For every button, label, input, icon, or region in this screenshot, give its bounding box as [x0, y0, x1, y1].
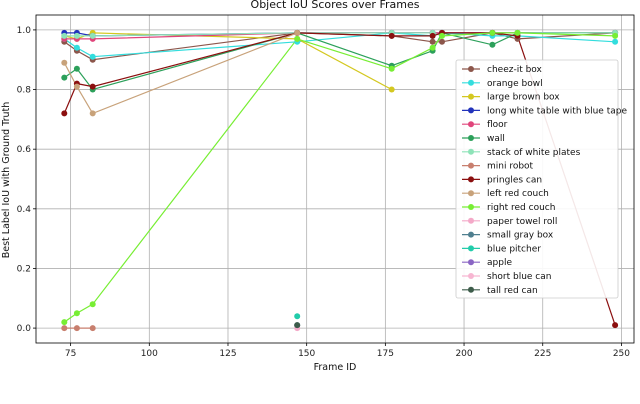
y-axis-label: Best Label IoU with Ground Truth [1, 102, 12, 259]
legend-swatch-marker [468, 286, 474, 293]
series-points [61, 29, 619, 332]
data-point [89, 325, 96, 332]
y-tick-label: 0.6 [17, 145, 32, 155]
legend-swatch-marker [468, 259, 474, 266]
x-axis-label: Frame ID [314, 362, 357, 373]
chart-title: Object IoU Scores over Frames [251, 0, 420, 11]
data-point [61, 74, 68, 81]
x-tick-label: 250 [613, 349, 630, 359]
legend-swatch-marker [468, 217, 474, 224]
legend-label: mini robot [487, 162, 534, 172]
data-point [89, 53, 96, 60]
y-tick-label: 0.8 [17, 86, 32, 96]
legend-label: blue pitcher [487, 244, 541, 254]
legend: cheez-it box orange bowl large brown box lo… [455, 59, 627, 299]
data-point [294, 29, 301, 36]
legend-label: stack of white plates [487, 148, 581, 158]
legend-swatch-marker [468, 273, 474, 279]
legend-swatch-marker [468, 231, 474, 238]
legend-label: floor [487, 120, 508, 130]
data-point [61, 110, 68, 117]
plot-area-frame [35, 14, 635, 344]
data-point [429, 38, 436, 45]
legend-swatch-marker [468, 93, 474, 100]
legend-swatch-marker [468, 176, 474, 183]
legend-label: orange bowl [487, 79, 543, 89]
legend-label: tall red can [487, 286, 538, 296]
data-point [294, 35, 301, 42]
data-point [294, 313, 301, 320]
x-tick-label: 175 [377, 349, 394, 359]
x-tick-label: 75 [65, 349, 76, 359]
series-line [63, 32, 616, 326]
data-point [294, 322, 301, 329]
legend-swatch-marker [468, 79, 474, 86]
legend-label: short blue can [487, 272, 551, 282]
series-line [63, 32, 616, 58]
legend-swatch-marker [468, 121, 474, 128]
legend-items: cheez-it box orange bowl large brown box lo… [462, 65, 627, 296]
y-tick-label: 0.0 [17, 324, 32, 334]
legend-label: large brown box [487, 93, 560, 103]
data-point [89, 301, 96, 308]
data-point [61, 59, 68, 66]
data-point [61, 32, 68, 39]
data-point [388, 86, 395, 93]
data-point [388, 32, 395, 39]
y-tick-label: 1.0 [17, 26, 32, 36]
data-point [73, 32, 80, 39]
data-point [429, 44, 436, 51]
legend-label: cheez-it box [487, 65, 543, 75]
data-point [73, 325, 80, 332]
x-tick-label: 100 [141, 349, 158, 359]
legend-swatch-marker [468, 162, 474, 169]
data-point [73, 310, 80, 317]
legend-box [455, 59, 619, 299]
data-point [514, 29, 521, 36]
x-tick-label: 200 [455, 349, 472, 359]
legend-label: long white table with blue tape [487, 106, 627, 116]
data-point [89, 32, 96, 39]
legend-label: right red couch [487, 203, 555, 213]
y-axis-ticks: 0.0 0.2 0.4 0.6 0.8 1.0 [17, 26, 36, 334]
legend-label: pringles can [487, 175, 542, 185]
series-line [63, 32, 298, 115]
legend-label: apple [487, 258, 512, 268]
legend-swatch-marker [468, 135, 474, 141]
data-point [73, 83, 80, 90]
data-point [612, 32, 619, 39]
data-point [439, 38, 445, 45]
legend-swatch-marker [468, 66, 474, 72]
data-point [489, 29, 496, 36]
legend-swatch-marker [468, 107, 474, 114]
data-point [73, 65, 80, 72]
x-tick-label: 150 [298, 349, 315, 359]
legend-label: left red couch [487, 189, 549, 199]
data-point [429, 32, 436, 39]
legend-swatch-marker [468, 204, 474, 210]
legend-label: wall [487, 134, 505, 144]
data-point [388, 65, 395, 72]
data-point [61, 319, 68, 326]
legend-swatch-marker [468, 190, 474, 197]
y-tick-label: 0.2 [17, 264, 31, 274]
series-line [63, 32, 616, 323]
legend-swatch-marker [468, 245, 474, 252]
x-tick-label: 125 [219, 349, 236, 359]
x-tick-label: 225 [534, 349, 551, 359]
data-point [489, 41, 496, 48]
data-point [439, 32, 445, 39]
data-point [61, 325, 68, 332]
legend-swatch-marker [468, 148, 474, 155]
data-point [612, 322, 619, 329]
x-axis-ticks: 75 100 125 150 175 200 225 250 [65, 343, 630, 359]
legend-label: paper towel roll [487, 217, 557, 227]
data-point [89, 110, 96, 117]
legend-label: small gray box [487, 231, 554, 241]
data-point [89, 83, 96, 90]
y-tick-label: 0.4 [17, 205, 32, 215]
data-point [612, 38, 619, 45]
data-point [73, 44, 80, 51]
